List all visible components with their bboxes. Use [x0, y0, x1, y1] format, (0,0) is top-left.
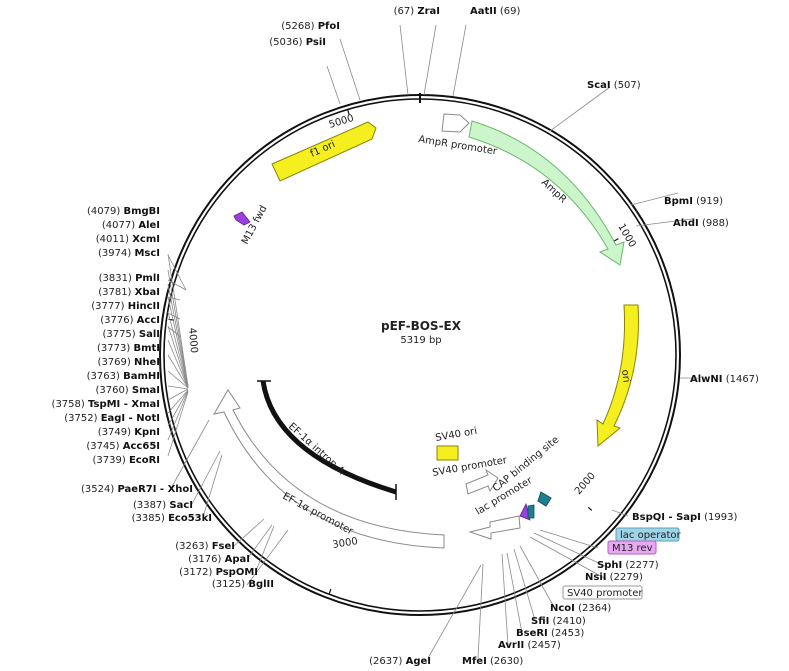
tick-label-5000: 5000 — [328, 113, 356, 131]
site-label-tspmi-xmai: (3758) TspMI - XmaI — [52, 399, 160, 410]
site-label-bpmi: BpmI (919) — [664, 196, 723, 207]
site-label-acci: (3776) AccI — [100, 315, 160, 326]
plasmid-length: 5319 bp — [400, 335, 441, 346]
label-m13-rev: M13 rev — [612, 543, 653, 554]
site-label-smai: (3760) SmaI — [95, 385, 160, 396]
site-leaders — [167, 24, 698, 659]
site-label-bmgbi: (4079) BmgBI — [87, 206, 160, 217]
plasmid-name: pEF-BOS-EX — [381, 319, 462, 333]
site-label-bglii: (3125) BglII — [212, 579, 274, 590]
site-label-sfii: SfiI (2410) — [531, 616, 586, 627]
feature-ef1a-promoter — [213, 389, 445, 549]
site-label-apai: (3176) ApaI — [188, 554, 250, 565]
site-label-pspomi: (3172) PspOMI — [179, 567, 258, 578]
site-label-ncoi: NcoI (2364) — [550, 603, 611, 614]
site-label-xcmi: (4011) XcmI — [96, 234, 160, 245]
site-label-avrii: AvrII (2457) — [498, 640, 561, 651]
site-label-psii: (5036) PsiI — [269, 37, 326, 48]
site-label-pmli: (3831) PmlI — [99, 273, 160, 284]
feature-ampr — [468, 120, 625, 266]
site-label-nsii: NsiI (2279) — [585, 572, 643, 583]
tick-label-3000: 3000 — [332, 536, 359, 551]
site-label-bmti: (3773) BmtI — [97, 343, 160, 354]
site-label-agei: (2637) AgeI — [369, 656, 431, 667]
site-label-eco53ki: (3385) Eco53kI — [132, 513, 212, 524]
site-label-saci: (3387) SacI — [133, 500, 193, 511]
label-box-sv40-promoter — [562, 585, 643, 600]
site-label-bamhi: (3763) BamHI — [87, 371, 160, 382]
feature-label-sv40-ori: SV40 ori — [435, 426, 478, 444]
site-label-paer7i-xhoi: (3524) PaeR7I - XhoI — [81, 484, 193, 495]
feature-cap-site — [537, 491, 552, 507]
label-sv40-promoter: SV40 promoter — [567, 588, 643, 599]
tick-label-2000: 2000 — [573, 471, 598, 497]
site-label-fsei: (3263) FseI — [175, 541, 235, 552]
site-label-scai: ScaI (507) — [587, 80, 641, 91]
feature-f1-ori — [271, 121, 377, 182]
site-label-ecori: (3739) EcoRI — [92, 455, 160, 466]
site-label-mscl: (3974) MscI — [98, 248, 160, 259]
feature-ef1a-intron — [260, 380, 397, 495]
site-label-sali: (3775) SalI — [102, 329, 160, 340]
feature-lac-operator-glyph — [527, 504, 535, 519]
feature-ampr-promoter — [441, 113, 470, 133]
feature-m13-fwd — [233, 211, 251, 226]
site-label-hincii: (3777) HincII — [91, 301, 160, 312]
feature-label-ori: ori — [619, 369, 632, 383]
site-label-zrai: (67) ZraI — [394, 6, 440, 17]
site-label-ahdi: AhdI (988) — [673, 218, 729, 229]
label-lac-operator: lac operator — [620, 530, 681, 541]
feature-sv40-promoter — [465, 468, 499, 495]
feature-label-ef1a-intron: EF-1α intron A — [286, 421, 346, 477]
feature-lac-promoter — [468, 515, 521, 540]
feature-ori — [596, 304, 639, 448]
site-label-acc65i: (3745) Acc65I — [86, 441, 160, 452]
site-label-sphi: SphI (2277) — [597, 560, 659, 571]
site-label-nhei: (3769) NheI — [98, 357, 160, 368]
site-label-eagi-noti: (3752) EagI - NotI — [64, 413, 160, 424]
site-label-alei: (4077) AleI — [102, 220, 160, 231]
site-label-xbai: (3781) XbaI — [98, 287, 160, 298]
site-label-bseri: BseRI (2453) — [516, 628, 584, 639]
site-label-kpni: (3749) KpnI — [98, 427, 160, 438]
site-label-alwni: AlwNI (1467) — [690, 374, 759, 385]
feature-sv40-ori — [436, 445, 459, 461]
site-label-bspqi-sapi: BspQI - SapI (1993) — [632, 512, 737, 523]
site-label-aatii: AatII (69) — [470, 6, 521, 17]
site-label-pfoi: (5268) PfoI — [281, 21, 340, 32]
label-box-m13-rev — [607, 540, 657, 555]
tick-label-4000: 4000 — [186, 327, 199, 353]
site-label-mfei: MfeI (2630) — [462, 656, 523, 667]
